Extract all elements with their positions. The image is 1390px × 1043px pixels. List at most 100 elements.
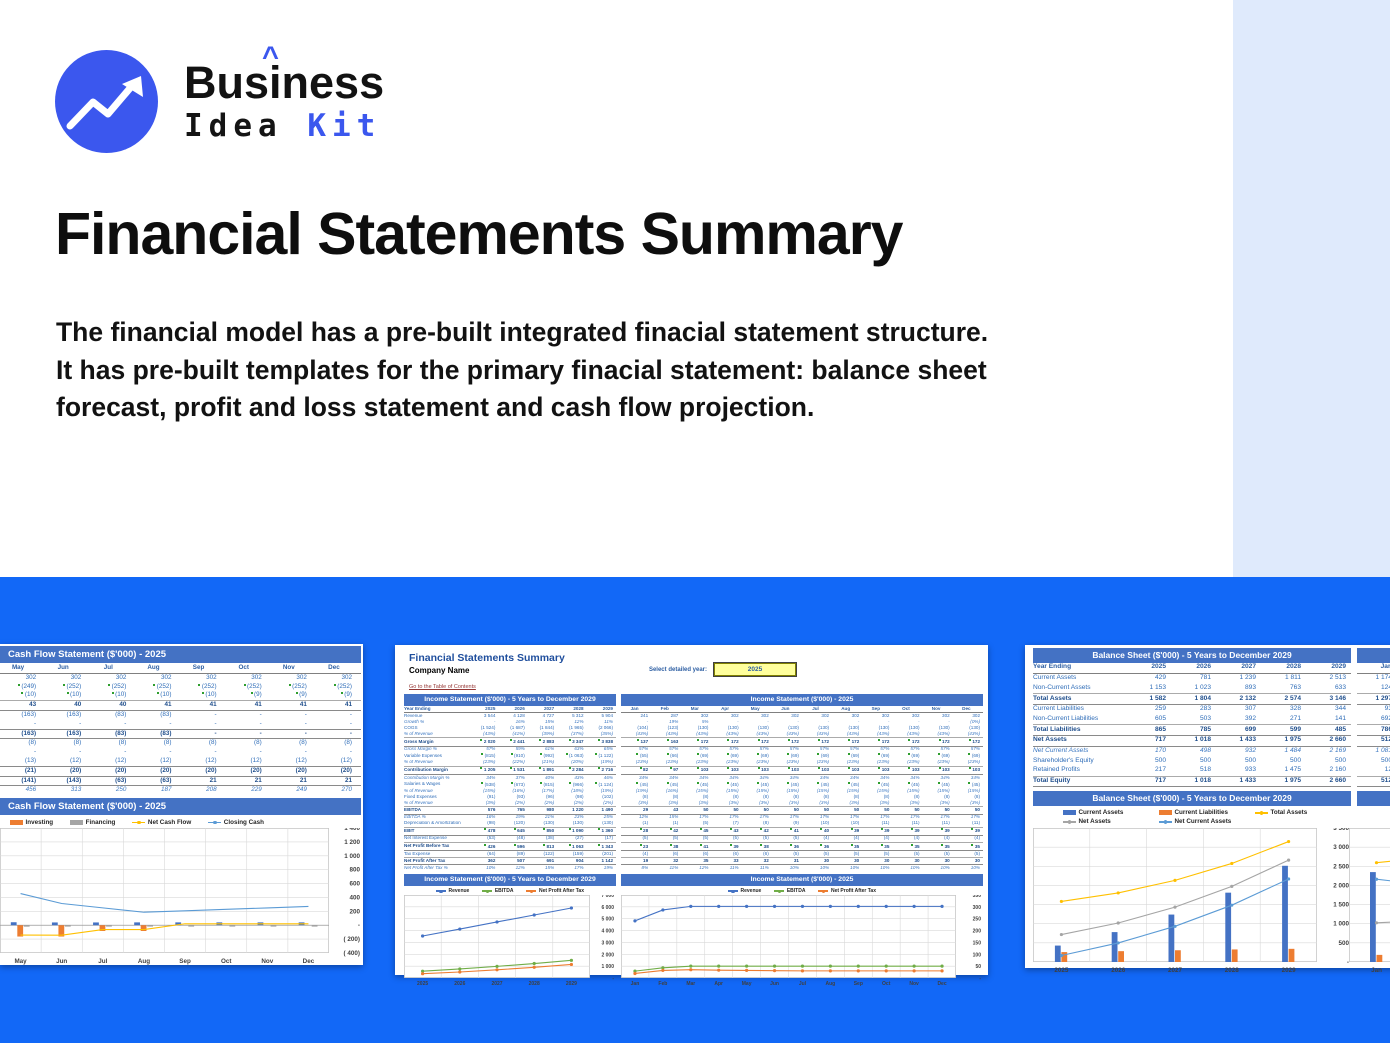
- legend-label: Current Liabilities: [1174, 809, 1229, 817]
- table-cell: (130): [527, 820, 558, 828]
- row-label: Salaries & Wages: [404, 781, 441, 787]
- table-cell: (15%): [846, 788, 860, 793]
- table-cell: (5): [862, 850, 893, 859]
- table-row: 29 43 50 50 50 50 50 50 50 50 50 50: [621, 806, 983, 815]
- table-cell: 19%: [669, 719, 679, 724]
- toc-link[interactable]: Go to the Table of Contents: [409, 683, 476, 690]
- select-year-control: Select detailed year: 2025: [649, 663, 796, 676]
- table-cell: 813: [527, 841, 558, 851]
- table-cell: 16%: [486, 814, 496, 820]
- table-cell: (37%): [557, 731, 587, 739]
- table-cell: 249: [296, 786, 307, 794]
- table-cell: -: [214, 719, 217, 727]
- table-cell: 763: [1261, 683, 1306, 695]
- table-cell: (45): [953, 781, 983, 788]
- table-cell: (12): [70, 757, 82, 765]
- table-cell: (43%): [711, 731, 742, 739]
- table-cell: 21: [180, 775, 226, 787]
- table-cell: (5): [711, 835, 742, 843]
- table-cell: 865: [1126, 724, 1171, 736]
- svg-text:1 000: 1 000: [344, 853, 360, 860]
- table-cell: (20): [180, 765, 226, 777]
- table-cell: 498: [1199, 747, 1211, 755]
- table-cell: (12): [205, 757, 217, 765]
- svg-text:Nov: Nov: [909, 981, 919, 987]
- income-monthly-header: Income Statement ($'000) - 2025: [621, 694, 983, 706]
- svg-text:Oct: Oct: [221, 958, 232, 965]
- cash-flow-chart-header: Cash Flow Statement ($'000) - 2025: [0, 798, 361, 816]
- table-cell: 302: [881, 712, 890, 718]
- table-cell: 344: [1334, 705, 1346, 713]
- table-row: (141) (143) (63) (63) 21 21 21 21: [0, 775, 361, 787]
- table-cell: (15%): [937, 788, 950, 793]
- table-cell: (45): [923, 781, 953, 788]
- table-cell: 302: [206, 673, 217, 681]
- table-row: Fixed Expenses (91) (93) (96) (98) (102): [404, 794, 616, 800]
- legend-item: Net Profit After Tax: [818, 888, 876, 894]
- balance-years-chart-section: Balance Sheet ($'000) - 5 Years to Decem…: [1033, 791, 1351, 975]
- table-cell: (130): [848, 725, 860, 730]
- table-cell: (20): [270, 765, 316, 777]
- table-row: 137 163 172 172 172 172 172 172 172 172 172 172: [621, 737, 983, 747]
- table-cell: (3%): [741, 800, 772, 808]
- table-cell: 30: [922, 857, 953, 866]
- table-row: Net Interest Expense (53) (48) (38) (27) (17): [404, 835, 616, 843]
- table-cell: (35%): [586, 731, 616, 739]
- table-cell: 29: [621, 806, 652, 815]
- svg-text:Aug: Aug: [138, 958, 150, 965]
- table-cell: (10): [832, 820, 863, 828]
- table-cell: Sep: [862, 706, 893, 714]
- table-cell: -: [304, 719, 307, 727]
- table-cell: -: [124, 719, 127, 727]
- table-cell: (163): [21, 711, 37, 719]
- table-cell: 241: [640, 712, 649, 718]
- table-cell: (8): [208, 739, 217, 747]
- row-label: Non-Current Assets: [1033, 683, 1126, 695]
- table-cell: (538): [469, 781, 498, 788]
- table-cell: (43%): [771, 731, 802, 739]
- svg-text:1 000: 1 000: [601, 964, 614, 970]
- table-cell: 596: [498, 841, 528, 851]
- table-cell: 23%: [574, 814, 584, 820]
- table-cell: (10): [90, 691, 136, 702]
- svg-text:2026: 2026: [1111, 967, 1126, 974]
- table-cell: 103: [681, 765, 712, 775]
- table-cell: 39: [711, 841, 742, 851]
- balance-sheet-panel: Balance Sheet ($'000) - 5 Years to Decem…: [1025, 645, 1390, 974]
- table-cell: (69): [802, 753, 832, 760]
- table-cell: 1 220: [557, 806, 587, 815]
- table-cell: 1 484: [1284, 747, 1301, 755]
- table-row: 93: [1357, 704, 1390, 714]
- table-cell: (5): [681, 835, 712, 843]
- legend-bar-swatch: [1158, 810, 1172, 816]
- table-row: 12: [1357, 766, 1390, 777]
- row-label: COGS: [404, 725, 418, 730]
- table-cell: 1 975: [1261, 775, 1306, 788]
- select-year-input[interactable]: 2025: [714, 663, 796, 676]
- table-cell: 34%: [880, 774, 890, 780]
- income-monthly-chart-header: Income Statement ($'000) - 2025: [621, 874, 983, 887]
- table-cell: 57%: [729, 746, 739, 752]
- table-cell: 34%: [910, 774, 920, 780]
- table-cell: 42: [651, 826, 682, 836]
- table-cell: 1 582: [1126, 693, 1171, 705]
- table-cell: (83): [115, 711, 127, 719]
- cash-flow-table-header: Cash Flow Statement ($'000) - 2025: [0, 646, 361, 663]
- table-cell: 10%: [940, 864, 950, 870]
- table-cell: (21%): [527, 759, 558, 767]
- table-cell: -: [737, 719, 739, 724]
- table-cell: (4): [922, 835, 953, 843]
- table-cell: 172: [862, 737, 893, 747]
- table-cell: 34%: [970, 774, 980, 780]
- table-cell: 36: [801, 841, 833, 851]
- table-cell: 500: [1380, 756, 1390, 764]
- table-cell: 34%: [486, 774, 496, 780]
- table-cell: -: [646, 719, 649, 724]
- table-cell: 172: [922, 737, 953, 747]
- table-cell: 518: [1171, 766, 1216, 777]
- table-cell: 45: [681, 826, 712, 836]
- table-cell: (5): [771, 835, 802, 843]
- table-cell: (3%): [892, 800, 923, 808]
- table-cell: 31: [771, 857, 802, 866]
- table-cell: (19%): [586, 759, 616, 767]
